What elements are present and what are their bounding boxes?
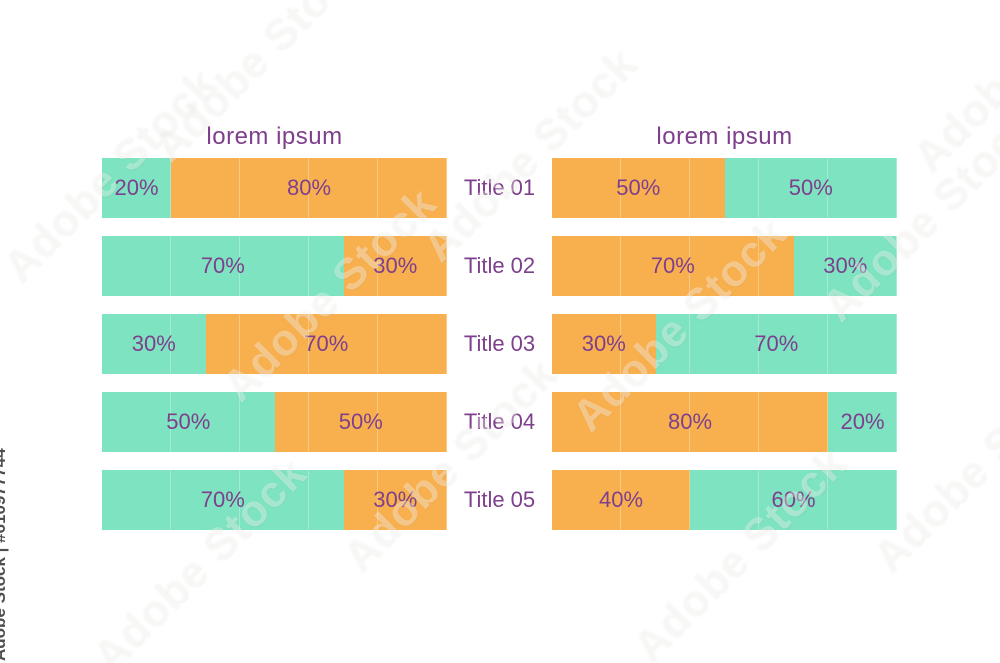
left-bar-row-2: 70% 30% [102,236,447,296]
segment-value-label: 50% [788,175,833,200]
left-bar-row-1: 20% 80% [102,158,447,218]
segment-value-label: 50% [338,409,383,434]
right-stacked-bar-chart: 50% 50% 70% 30% 30% 70% 80% 20% 40% 60% [552,158,897,548]
bar-segment: 60% [690,470,897,530]
segment-value-label: 80% [286,175,332,200]
bar-segment: 50% [724,158,897,218]
bar-segment: 70% [205,314,447,374]
bar-segment: 70% [102,470,344,530]
left-bar-row-5: 70% 30% [102,470,447,530]
segment-value-label: 30% [581,331,626,356]
left-stacked-bar-chart: 20% 80% 70% 30% 30% 70% 50% 50% 70% 30% [102,158,447,548]
segment-value-label: 30% [131,331,176,356]
bar-segment: 30% [552,314,656,374]
bar-segment: 50% [552,158,725,218]
bar-segment: 50% [102,392,275,452]
row-titles-column: Title 01 Title 02 Title 03 Title 04 Titl… [447,158,552,548]
row-title-1: Title 01 [463,175,536,200]
left-bar-row-4: 50% 50% [102,392,447,452]
segment-value-label: 30% [373,253,418,278]
bar-segment: 80% [171,158,447,218]
row-title-5: Title 05 [463,487,536,512]
bar-segment: 30% [793,236,897,296]
bar-segment: 30% [102,314,206,374]
right-bar-row-2: 70% 30% [552,236,897,296]
bar-segment: 40% [552,470,690,530]
right-bar-row-1: 50% 50% [552,158,897,218]
segment-value-label: 20% [840,409,885,434]
right-bar-row-4: 80% 20% [552,392,897,452]
right-bar-row-3: 30% 70% [552,314,897,374]
right-bar-row-5: 40% 60% [552,470,897,530]
bar-segment: 20% [828,392,897,452]
bar-segment: 30% [343,236,447,296]
segment-value-label: 80% [667,409,713,434]
segment-value-label: 20% [114,175,159,200]
segment-value-label: 60% [771,487,816,512]
bar-segment: 80% [552,392,828,452]
bar-segment: 30% [343,470,447,530]
left-chart-title: lorem ipsum [206,123,343,150]
bar-segment: 70% [102,236,344,296]
bar-segment: 50% [274,392,447,452]
row-title-2: Title 02 [463,253,536,278]
segment-value-label: 70% [200,253,245,278]
segment-value-label: 30% [373,487,418,512]
watermark-stock-id: Adobe Stock | #610977744 [0,448,9,661]
bar-segment: 20% [102,158,171,218]
segment-value-label: 70% [650,253,695,278]
segment-value-label: 50% [166,409,211,434]
segment-value-label: 50% [616,175,661,200]
segment-value-label: 30% [823,253,868,278]
row-title-3: Title 03 [463,331,536,356]
segment-value-label: 70% [200,487,245,512]
row-title-4: Title 04 [463,409,536,434]
bar-segment: 70% [655,314,897,374]
left-bar-row-3: 30% 70% [102,314,447,374]
right-chart-title: lorem ipsum [656,123,793,150]
segment-value-label: 40% [598,487,644,512]
segment-value-label: 70% [754,331,799,356]
segment-value-label: 70% [304,331,349,356]
bar-segment: 70% [552,236,794,296]
watermark-text: Adobe Stock [903,0,1000,181]
